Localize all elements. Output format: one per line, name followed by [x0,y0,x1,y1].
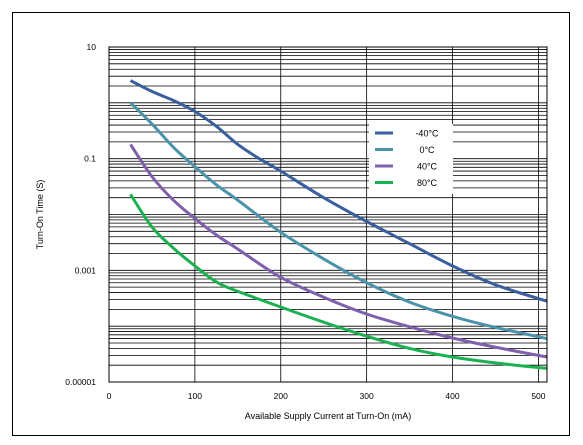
tick-labels: 0 100 200 300 400 500 10 0.1 0.001 0.00001 [65,42,546,401]
y-tick-label-1: 0.1 [84,154,96,164]
legend-label-0: -40°C [415,129,439,139]
y-tick-label-0: 10 [87,42,97,52]
x-tick-label-3: 300 [360,391,374,401]
line-chart: -40°C 0°C 40°C 80°C 0 100 200 300 400 500 10 0.1 0.… [35,42,548,421]
grid-layer [109,47,547,383]
series-line-0 [129,79,548,303]
y-axis-label: Turn-On Time (S) [35,180,45,250]
legend-label-3: 80°C [417,178,438,188]
series-line-2 [129,143,548,359]
x-axis-label: Available Supply Current at Turn-On (mA) [245,411,411,421]
y-tick-label-2: 0.001 [75,265,97,275]
series-line-1 [129,101,548,341]
legend-label-1: 0°C [419,145,435,155]
series-line-3 [129,193,548,370]
legend: -40°C 0°C 40°C 80°C [369,124,453,194]
series-layer [129,79,548,370]
x-tick-label-0: 0 [107,391,112,401]
x-tick-label-1: 100 [188,391,202,401]
legend-label-2: 40°C [417,162,438,172]
plot-border [108,46,548,383]
x-tick-label-5: 500 [531,391,545,401]
y-tick-label-3: 0.00001 [65,377,96,387]
x-tick-label-2: 200 [274,391,288,401]
chart-frame: -40°C 0°C 40°C 80°C 0 100 200 300 400 500 10 0.1 0.… [12,12,570,436]
x-tick-label-4: 400 [445,391,459,401]
